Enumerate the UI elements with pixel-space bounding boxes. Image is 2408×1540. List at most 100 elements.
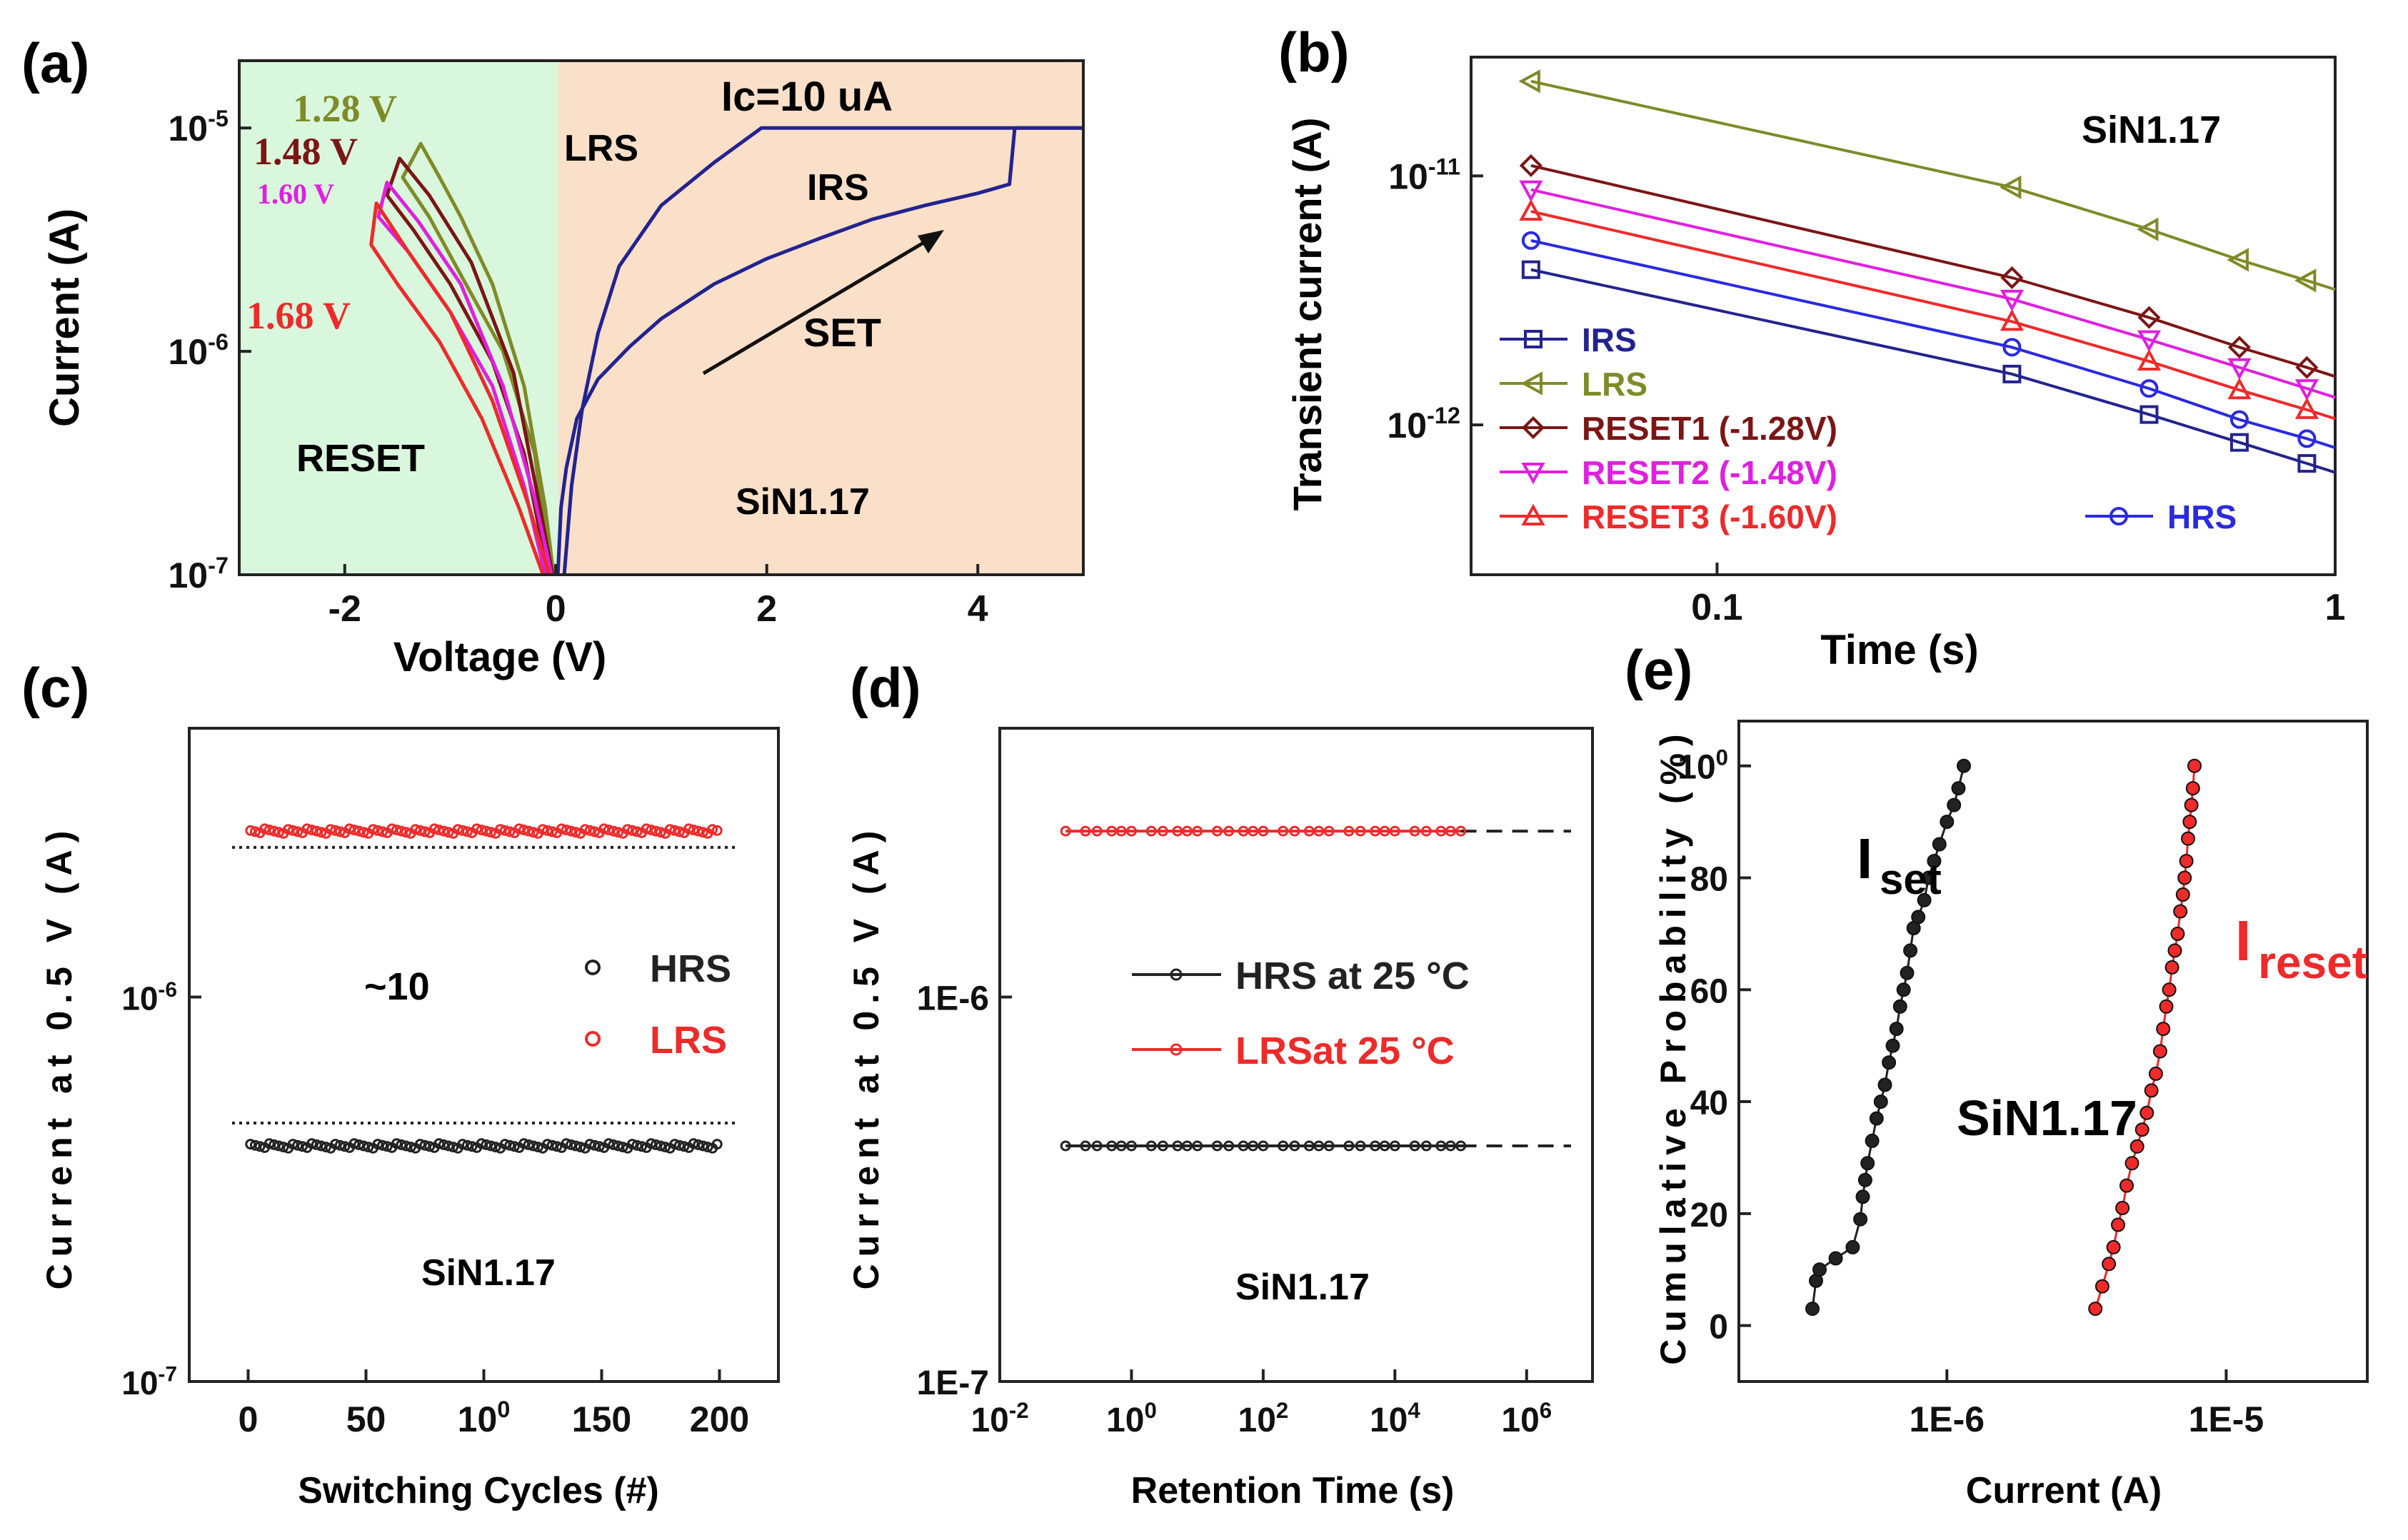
cycle-point-1-73 xyxy=(414,825,426,836)
cycle-point-1-133 xyxy=(556,823,567,835)
cdf-point-0-26 xyxy=(1940,815,1955,830)
cdf-point-0-2 xyxy=(1812,1262,1827,1277)
y-tick-label-e-5: 100 xyxy=(1677,745,1728,787)
cycle-point-1-71 xyxy=(410,824,421,835)
panel-a-frame xyxy=(238,59,1085,576)
iv-curve-2 xyxy=(401,141,556,575)
cycle-point-0-21 xyxy=(292,1139,303,1151)
cdf-point-1-10 xyxy=(2139,1105,2154,1120)
retention-point-1-5 xyxy=(1125,825,1137,837)
legend-c-label-0: HRS xyxy=(650,947,731,990)
cycle-point-0-1 xyxy=(245,1139,256,1150)
cdf-point-1-5 xyxy=(2115,1201,2130,1215)
cycle-point-0-163 xyxy=(626,1139,638,1150)
cycling-data xyxy=(232,823,739,1154)
cdf-point-1-2 xyxy=(2102,1257,2117,1272)
transient-series xyxy=(1518,69,2336,474)
cycle-point-0-81 xyxy=(433,1138,445,1149)
legend-b: IRS LRS RESET1 (-1.28V) RESET2 (-1.48V) RESE… xyxy=(1500,321,2237,535)
transient-marker-1-2 xyxy=(2137,217,2159,241)
panel-b: (b) 0.1 1 10-12 10-11 SiN1.17 IRS LRS RESET1 … xyxy=(1278,21,2345,673)
y-tick-label-e-1: 20 xyxy=(1690,1197,1728,1234)
cycle-point-1-163 xyxy=(626,825,638,836)
legend-b-label-0: IRS xyxy=(1582,321,1637,358)
cycle-point-0-153 xyxy=(603,1138,614,1149)
cycle-point-1-31 xyxy=(316,827,327,838)
cycle-point-1-179 xyxy=(664,824,676,835)
retention-point-1-1 xyxy=(1080,825,1091,837)
cdf-point-1-3 xyxy=(2106,1239,2121,1254)
y-tick-label-c-0: 10-7 xyxy=(121,1363,177,1401)
cycle-point-1-147 xyxy=(589,826,601,837)
cdf-point-1-6 xyxy=(2119,1178,2134,1193)
transient-line-5 xyxy=(1530,238,2336,450)
panel-e-axes: 1E-6 1E-5 0 20 40 60 80 100 xyxy=(1677,745,2264,1439)
cycle-point-1-47 xyxy=(353,825,365,837)
retention-point-1-16 xyxy=(1278,825,1289,837)
y-tick-label-c-1: 10-6 xyxy=(121,978,177,1017)
cdf-point-0-24 xyxy=(1927,854,1942,868)
cycle-point-0-77 xyxy=(424,1141,436,1152)
cdf-point-0-5 xyxy=(1853,1212,1868,1227)
cycle-point-1-49 xyxy=(358,827,369,838)
retention-point-0-12 xyxy=(1223,1140,1235,1152)
cycle-point-0-47 xyxy=(353,1139,365,1150)
irs-label: IRS xyxy=(807,167,869,208)
x-tick-label-c-2: 100 xyxy=(458,1396,511,1439)
v-label-3: 1.60 V xyxy=(257,178,334,210)
cycle-point-0-93 xyxy=(461,1139,473,1151)
cycle-point-0-109 xyxy=(499,1139,511,1150)
transient-marker-3-0 xyxy=(1519,180,1543,203)
y-tick-label-b-0: 10-12 xyxy=(1387,403,1460,446)
cdf-point-0-28 xyxy=(1951,781,1966,796)
cycle-point-0-13 xyxy=(273,1140,284,1152)
transient-marker-4-2 xyxy=(2137,348,2162,371)
cycle-point-0-75 xyxy=(419,1139,431,1151)
cycle-point-0-149 xyxy=(593,1141,605,1152)
cdf-point-1-18 xyxy=(2167,943,2182,958)
legend-c-marker-0 xyxy=(585,960,601,975)
retention-point-0-24 xyxy=(1379,1140,1390,1152)
cdf-point-0-7 xyxy=(1857,1172,1872,1187)
cycle-point-0-39 xyxy=(334,1139,346,1151)
panel-c-label: (c) xyxy=(21,656,89,719)
cdf-point-0-27 xyxy=(1947,797,1962,812)
legend-c-marker-1 xyxy=(585,1031,601,1047)
cycle-point-0-123 xyxy=(532,1142,543,1153)
cycle-point-0-45 xyxy=(348,1138,360,1149)
cycle-point-1-111 xyxy=(504,826,516,837)
cycle-point-0-121 xyxy=(528,1140,539,1152)
material-label-d: SiN1.17 xyxy=(1235,1267,1370,1308)
cycle-point-1-121 xyxy=(528,827,539,838)
legend-b-marker-1 xyxy=(1520,371,1542,396)
retention-point-1-2 xyxy=(1091,825,1103,837)
x-tick-label-d-0: 10-2 xyxy=(970,1398,1028,1439)
x-axis-label-c: Switching Cycles (#) xyxy=(298,1470,659,1511)
x-axis-label-e: Current (A) xyxy=(1966,1470,2162,1511)
cdf-point-0-11 xyxy=(1873,1094,1888,1109)
cycle-point-1-129 xyxy=(546,826,558,837)
cycle-point-0-23 xyxy=(296,1141,308,1152)
cycle-point-0-91 xyxy=(457,1139,468,1150)
cycle-point-1-81 xyxy=(433,825,445,835)
retention-point-0-25 xyxy=(1389,1140,1400,1152)
cycle-point-1-83 xyxy=(438,825,449,837)
cycle-point-1-191 xyxy=(693,825,704,837)
iv-curve-1 xyxy=(562,126,1083,575)
x-tick-label-d-3: 104 xyxy=(1370,1398,1420,1439)
retention-point-0-4 xyxy=(1115,1140,1127,1152)
iset-subscript: set xyxy=(1880,855,1942,903)
cycle-point-1-187 xyxy=(683,823,695,835)
cycle-point-1-7 xyxy=(259,823,271,835)
x-tick-label-d-2: 102 xyxy=(1238,1398,1289,1439)
retention-point-0-17 xyxy=(1289,1140,1300,1152)
retention-point-1-4 xyxy=(1115,825,1127,837)
x-tick-label-a-3: 4 xyxy=(968,588,988,630)
cycle-point-1-199 xyxy=(711,825,723,836)
retention-data xyxy=(1060,825,1571,1152)
x-tick-label-c-0: 0 xyxy=(239,1399,259,1439)
cycle-point-1-197 xyxy=(707,824,718,835)
cdf-point-1-26 xyxy=(2184,797,2199,812)
y-axis-label-a: Current (A) xyxy=(41,208,88,427)
cycle-point-1-127 xyxy=(542,825,553,836)
